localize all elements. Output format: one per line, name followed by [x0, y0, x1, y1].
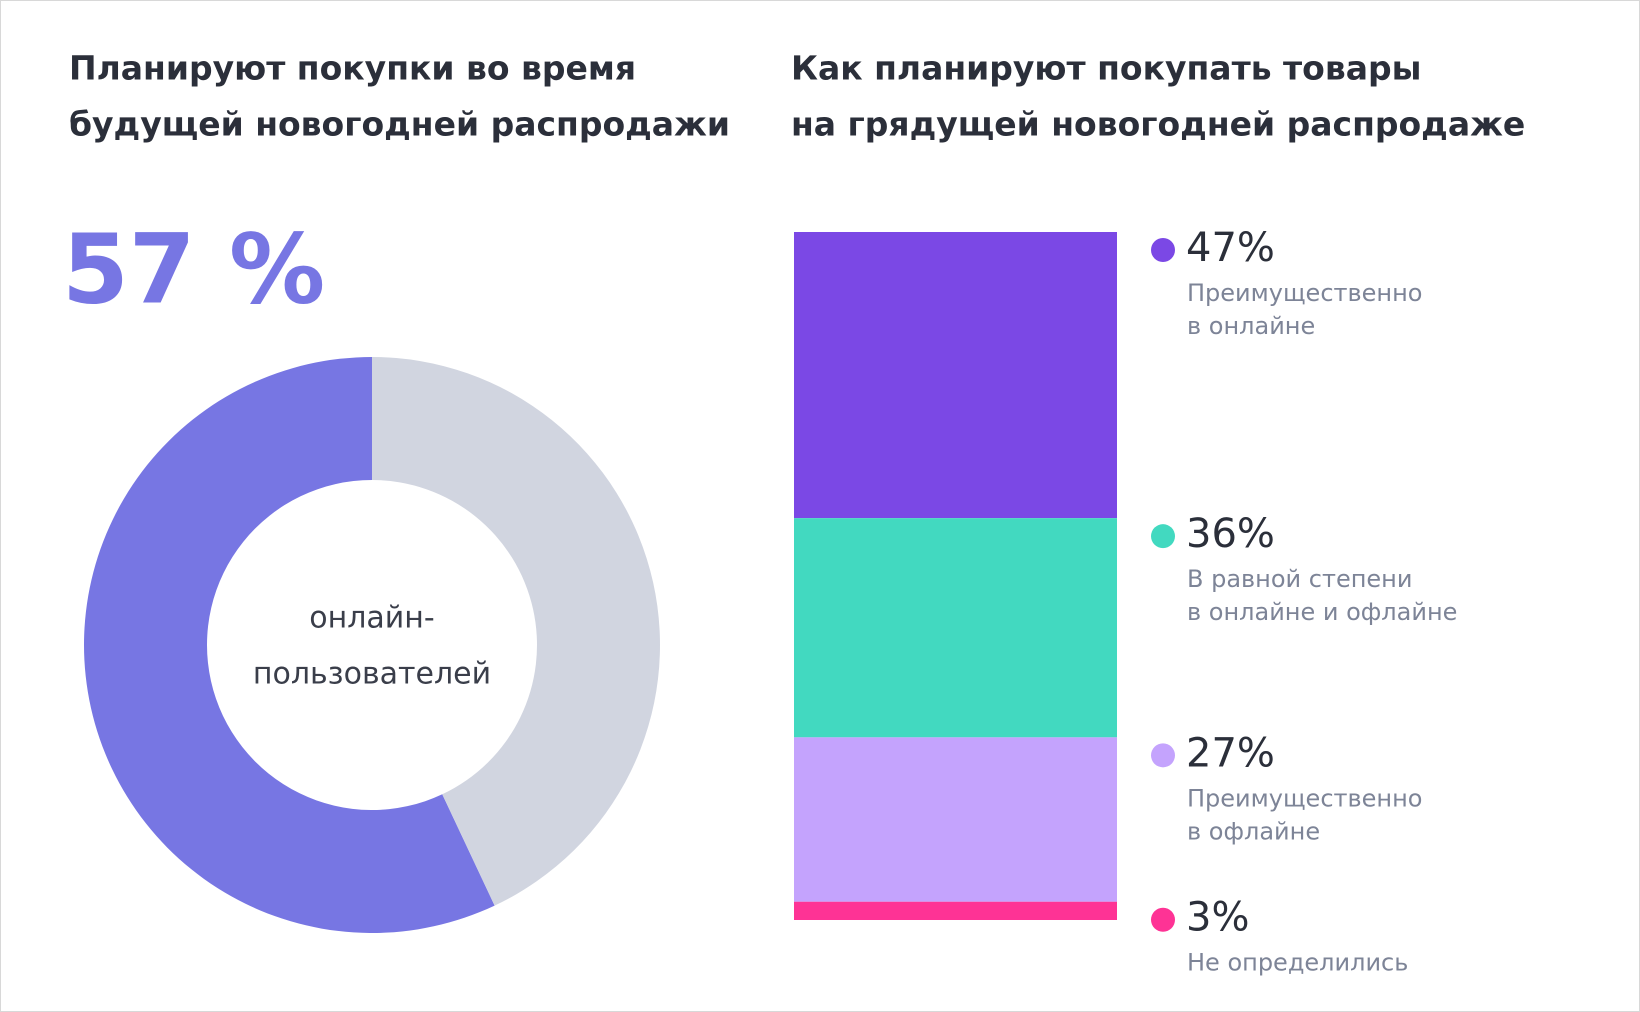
center-label: пользователей [253, 657, 491, 692]
legend-label: в онлайне [1187, 312, 1315, 340]
legend-dot [1151, 743, 1175, 768]
donut-slice [372, 357, 660, 906]
bar-segment [794, 518, 1117, 738]
chart-title: Как планируют покупать товары [791, 49, 1421, 88]
value-label: 47% [1186, 225, 1275, 271]
center-label: онлайн- [309, 601, 434, 636]
legend-dot [1151, 524, 1175, 549]
bar-segment [794, 232, 1117, 519]
legend-dot [1151, 238, 1175, 262]
legend-label: в онлайне и офлайне [1187, 598, 1457, 626]
bar-segment [794, 901, 1117, 920]
legend-label: Не определились [1187, 949, 1408, 977]
value-label: 57 % [62, 213, 325, 325]
legend-label: в офлайне [1187, 817, 1320, 845]
legend-label: Преимущественно [1187, 279, 1422, 307]
donut-slice [84, 357, 495, 933]
chart-title: будущей новогодней распродажи [69, 105, 730, 144]
legend-label: Преимущественно [1187, 784, 1422, 812]
legend-label: В равной степени [1187, 565, 1412, 593]
bar-segment [794, 737, 1117, 902]
value-label: 3% [1186, 895, 1249, 941]
value-label: 36% [1186, 511, 1275, 557]
legend-dot [1151, 907, 1175, 932]
value-label: 27% [1186, 730, 1275, 776]
chart-title: Планируют покупки во время [69, 49, 636, 88]
chart-title: на грядущей новогодней распродаже [791, 105, 1525, 144]
